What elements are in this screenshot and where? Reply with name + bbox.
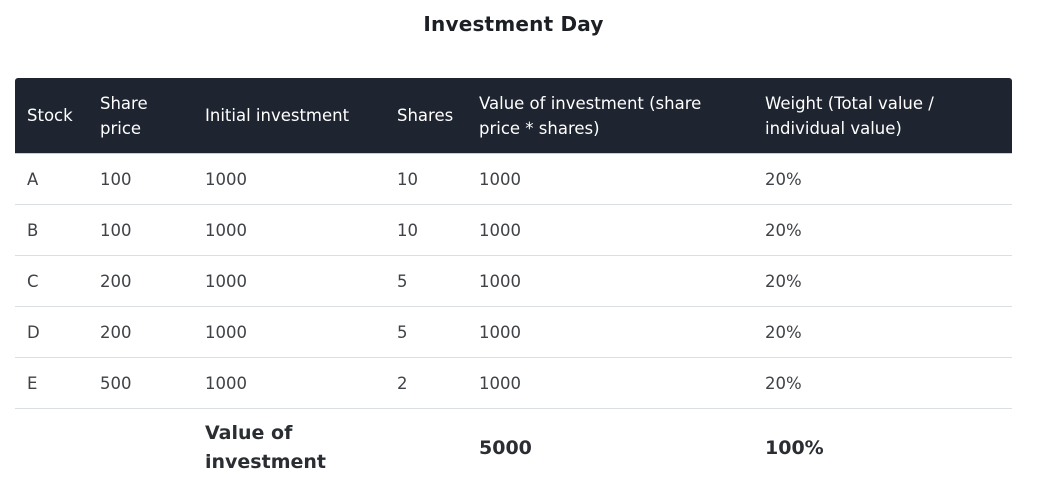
- table-row: C 200 1000 5 1000 20%: [15, 255, 1012, 307]
- total-value: 5000: [467, 408, 753, 487]
- cell-shares: 5: [385, 306, 467, 358]
- cell-weight: 20%: [753, 204, 1012, 256]
- page-title: Investment Day: [423, 12, 604, 36]
- total-empty-cell: [88, 408, 193, 487]
- table-row: E 500 1000 2 1000 20%: [15, 357, 1012, 409]
- header-initial-investment: Initial investment: [193, 78, 385, 154]
- total-label: Value of investment: [193, 408, 385, 487]
- cell-weight: 20%: [753, 357, 1012, 409]
- cell-share-price: 200: [88, 306, 193, 358]
- total-empty-cell: [15, 408, 88, 487]
- cell-value: 1000: [467, 204, 753, 256]
- total-weight: 100%: [753, 408, 1012, 487]
- cell-initial-investment: 1000: [193, 306, 385, 358]
- cell-share-price: 200: [88, 255, 193, 307]
- cell-value: 1000: [467, 153, 753, 205]
- cell-initial-investment: 1000: [193, 357, 385, 409]
- cell-weight: 20%: [753, 153, 1012, 205]
- cell-share-price: 100: [88, 153, 193, 205]
- cell-stock: D: [15, 306, 88, 358]
- cell-initial-investment: 1000: [193, 153, 385, 205]
- table-header-row: Stock Share price Initial investment Sha…: [15, 78, 1012, 154]
- cell-initial-investment: 1000: [193, 204, 385, 256]
- cell-share-price: 100: [88, 204, 193, 256]
- header-shares: Shares: [385, 78, 467, 154]
- cell-share-price: 500: [88, 357, 193, 409]
- cell-value: 1000: [467, 306, 753, 358]
- cell-weight: 20%: [753, 255, 1012, 307]
- header-weight: Weight (Total value / individual value): [753, 78, 1012, 154]
- table-row: D 200 1000 5 1000 20%: [15, 306, 1012, 358]
- cell-stock: E: [15, 357, 88, 409]
- cell-shares: 10: [385, 153, 467, 205]
- table-row: B 100 1000 10 1000 20%: [15, 204, 1012, 256]
- cell-stock: C: [15, 255, 88, 307]
- cell-value: 1000: [467, 357, 753, 409]
- cell-value: 1000: [467, 255, 753, 307]
- cell-shares: 2: [385, 357, 467, 409]
- header-stock: Stock: [15, 78, 88, 154]
- cell-weight: 20%: [753, 306, 1012, 358]
- table-row: A 100 1000 10 1000 20%: [15, 153, 1012, 205]
- total-empty-cell: [385, 408, 467, 487]
- investment-table: Stock Share price Initial investment Sha…: [15, 78, 1012, 487]
- cell-shares: 5: [385, 255, 467, 307]
- cell-initial-investment: 1000: [193, 255, 385, 307]
- cell-shares: 10: [385, 204, 467, 256]
- header-share-price: Share price: [88, 78, 193, 154]
- cell-stock: B: [15, 204, 88, 256]
- header-value-of-investment: Value of investment (share price * share…: [467, 78, 753, 154]
- cell-stock: A: [15, 153, 88, 205]
- total-row: Value of investment 5000 100%: [15, 408, 1012, 487]
